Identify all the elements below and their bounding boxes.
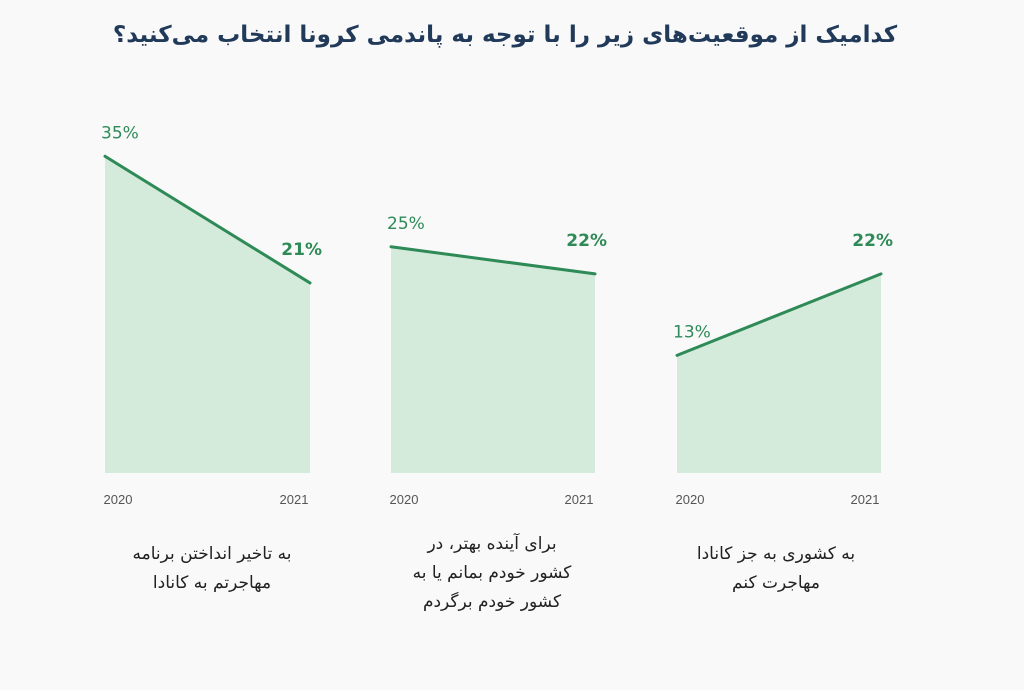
data-label-2020: 35% <box>101 123 139 143</box>
caption-line: به تاخیر انداختن برنامه <box>132 544 292 564</box>
x-tick-label: 2021 <box>851 492 880 507</box>
data-label-2021: 22% <box>566 231 607 251</box>
data-label-2021: 22% <box>852 231 893 251</box>
trend-line-panel-1 <box>103 154 312 285</box>
trend-line-panel-2 <box>389 245 597 276</box>
caption-panel-1: به تاخیر انداختن برنامه مهاجرتم به کاناد… <box>102 540 322 598</box>
chart-title: کدامیک از موقعیت‌های زیر را با توجه به پ… <box>112 22 898 48</box>
x-tick-label: 2020 <box>676 492 705 507</box>
data-label-2020: 25% <box>387 214 425 234</box>
area-fill-panel-3 <box>677 273 881 473</box>
area-fill-panel-2 <box>391 246 595 473</box>
area-fill-panel-1 <box>105 156 310 473</box>
x-tick-label: 2021 <box>565 492 594 507</box>
data-label-2021: 21% <box>281 240 322 260</box>
x-tick-label: 2020 <box>390 492 419 507</box>
caption-line: مهاجرتم به کانادا <box>152 573 272 593</box>
caption-line: مهاجرت کنم <box>732 573 820 593</box>
caption-panel-2: برای آینده بهتر، در کشور خودم بمانم یا ب… <box>382 530 602 617</box>
caption-line: کشور خودم برگردم <box>422 592 562 612</box>
trend-line-panel-3 <box>675 272 883 357</box>
caption-line: کشور خودم بمانم یا به <box>412 563 572 583</box>
x-tick-label: 2020 <box>104 492 133 507</box>
caption-line: به کشوری به جز کانادا <box>696 544 856 564</box>
x-tick-label: 2021 <box>280 492 309 507</box>
data-label-2020: 13% <box>673 322 711 342</box>
caption-line: برای آینده بهتر، در <box>427 534 557 554</box>
caption-panel-3: به کشوری به جز کانادا مهاجرت کنم <box>666 540 886 598</box>
